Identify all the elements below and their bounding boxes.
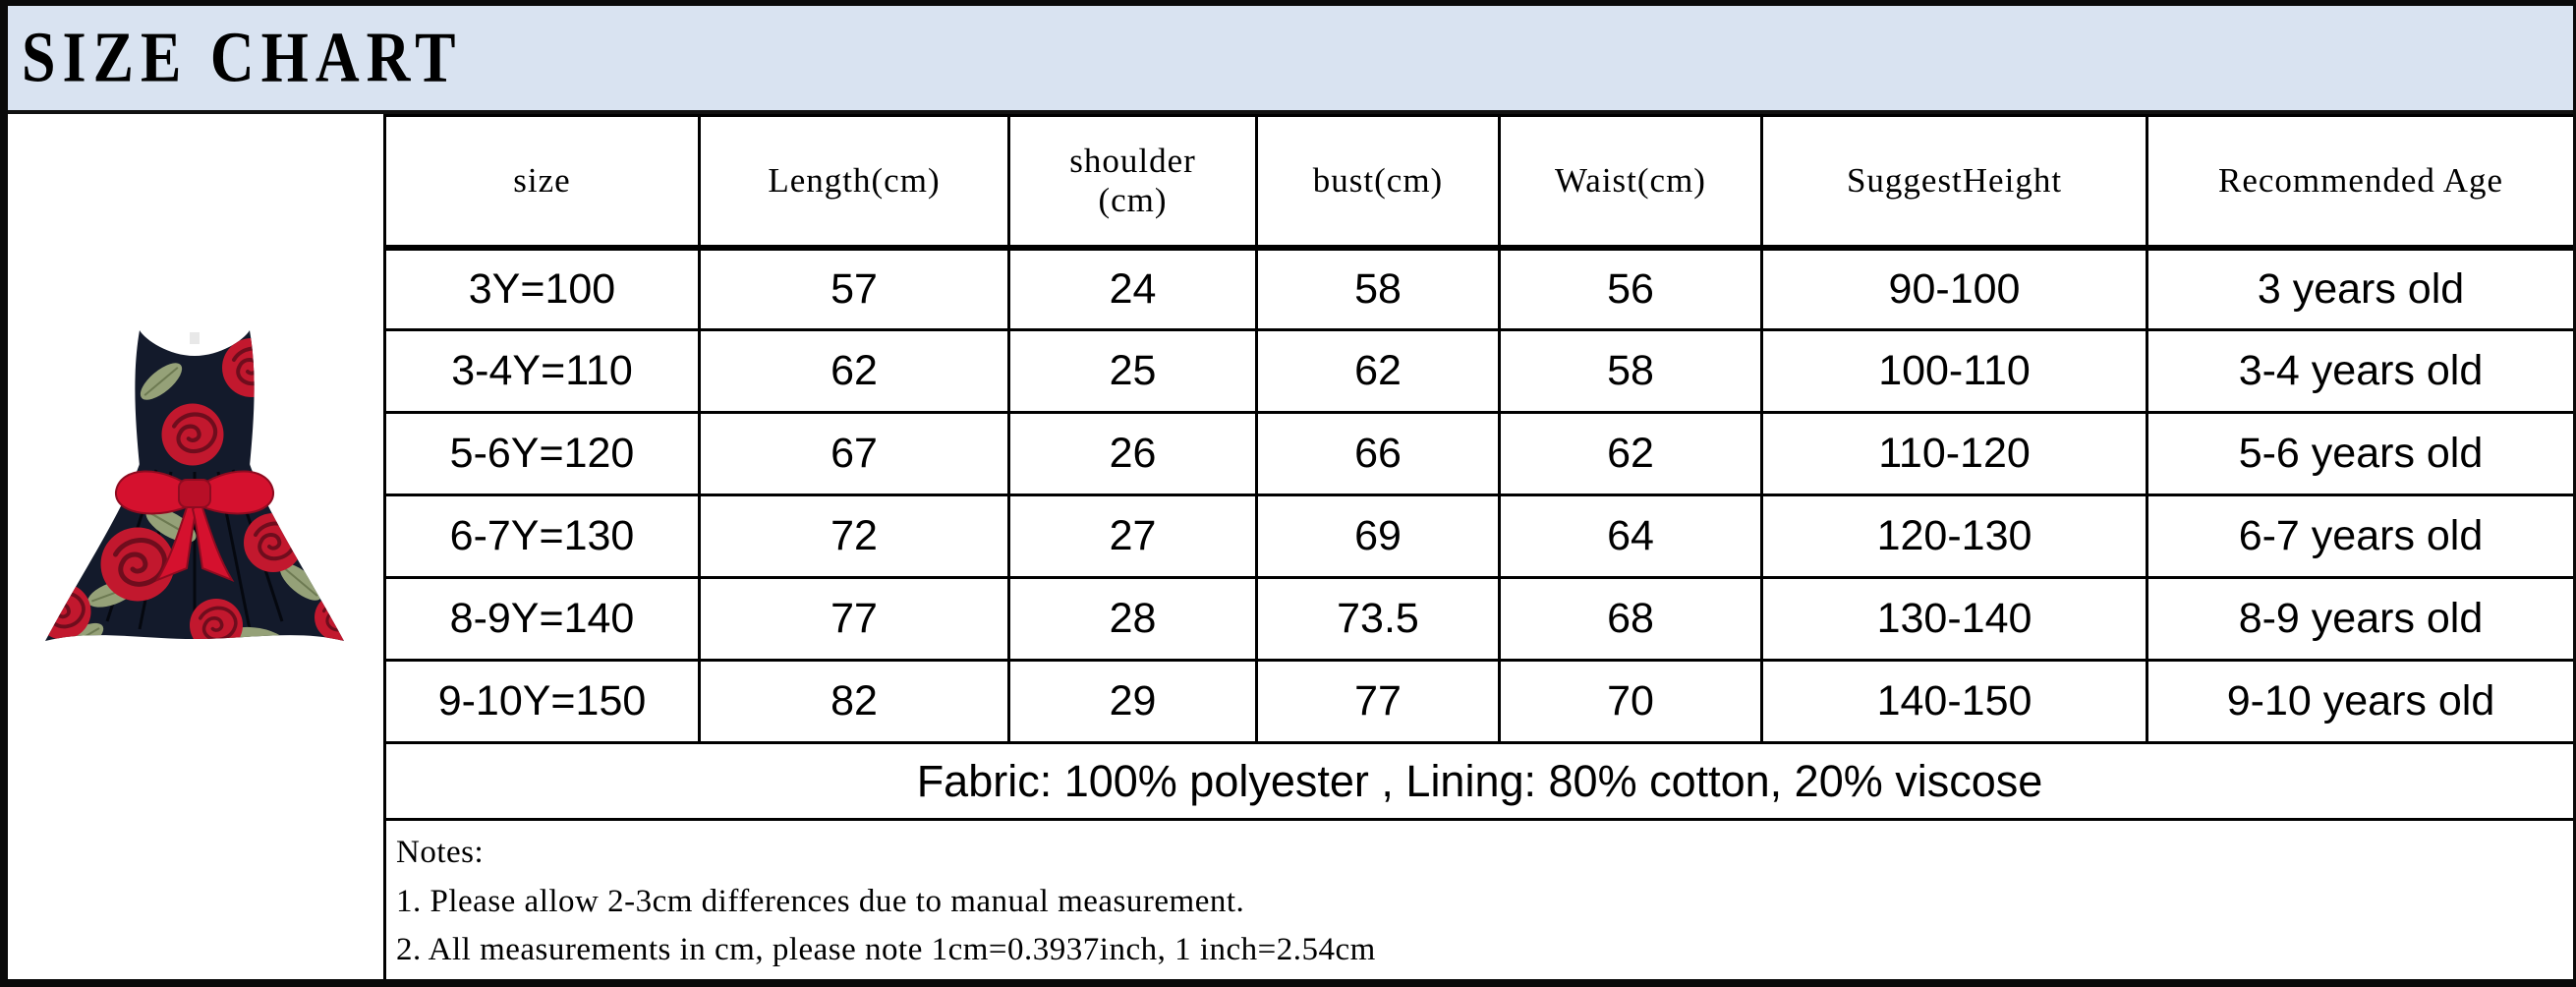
- cell-waist: 68: [1498, 576, 1763, 662]
- cell-recommended-age: 6-7 years old: [2146, 494, 2573, 579]
- table-row: 3-4Y=110 62 25 62 58 100-110 3-4 years o…: [383, 328, 2573, 414]
- col-header-waist: Waist(cm): [1498, 114, 1763, 251]
- fabric-note: Fabric: 100% polyester , Lining: 80% cot…: [383, 741, 2573, 821]
- cell-bust: 77: [1255, 659, 1501, 744]
- page-title: SIZE CHART: [22, 18, 463, 97]
- col-header-size: size: [383, 114, 701, 251]
- col-header-recommended-age: Recommended Age: [2146, 114, 2573, 251]
- cell-shoulder: 27: [1007, 494, 1258, 579]
- cell-recommended-age: 3 years old: [2146, 246, 2573, 331]
- cell-length: 72: [698, 494, 1010, 579]
- cell-shoulder: 28: [1007, 576, 1258, 662]
- cell-size: 3Y=100: [383, 246, 701, 331]
- cell-length: 77: [698, 576, 1010, 662]
- col-header-length: Length(cm): [698, 114, 1010, 251]
- cell-bust: 73.5: [1255, 576, 1501, 662]
- notes-cell: Notes: 1. Please allow 2-3cm differences…: [383, 818, 2573, 979]
- col-header-suggest-height: SuggestHeight: [1760, 114, 2148, 251]
- dress-bow-graphic: [114, 470, 275, 583]
- cell-suggest-height: 90-100: [1760, 246, 2148, 331]
- notes-row: Notes: 1. Please allow 2-3cm differences…: [383, 818, 2573, 979]
- cell-waist: 64: [1498, 494, 1763, 579]
- cell-suggest-height: 130-140: [1760, 576, 2148, 662]
- cell-size: 9-10Y=150: [383, 659, 701, 744]
- cell-size: 3-4Y=110: [383, 328, 701, 414]
- title-band: SIZE CHART: [8, 6, 2573, 114]
- cell-length: 62: [698, 328, 1010, 414]
- cell-recommended-age: 5-6 years old: [2146, 411, 2573, 496]
- note-line-1: 1. Please allow 2-3cm differences due to…: [396, 883, 1245, 919]
- table-row: 5-6Y=120 67 26 66 62 110-120 5-6 years o…: [383, 411, 2573, 496]
- cell-length: 82: [698, 659, 1010, 744]
- table-row: 6-7Y=130 72 27 69 64 120-130 6-7 years o…: [383, 494, 2573, 579]
- product-dress-image: [45, 330, 344, 641]
- cell-shoulder: 29: [1007, 659, 1258, 744]
- note-line-2: 2. All measurements in cm, please note 1…: [396, 932, 1376, 967]
- cell-bust: 62: [1255, 328, 1501, 414]
- cell-size: 8-9Y=140: [383, 576, 701, 662]
- cell-size: 6-7Y=130: [383, 494, 701, 579]
- table-row: 9-10Y=150 82 29 77 70 140-150 9-10 years…: [383, 659, 2573, 744]
- cell-recommended-age: 9-10 years old: [2146, 659, 2573, 744]
- cell-suggest-height: 100-110: [1760, 328, 2148, 414]
- notes-title: Notes:: [396, 835, 485, 870]
- table-header-row: size Length(cm) shoulder (cm) bust(cm) W…: [383, 114, 2573, 251]
- fabric-row: Fabric: 100% polyester , Lining: 80% cot…: [383, 741, 2573, 821]
- size-chart-table: size Length(cm) shoulder (cm) bust(cm) W…: [383, 114, 2573, 979]
- cell-recommended-age: 3-4 years old: [2146, 328, 2573, 414]
- content-area: size Length(cm) shoulder (cm) bust(cm) W…: [8, 114, 2573, 979]
- cell-waist: 62: [1498, 411, 1763, 496]
- cell-bust: 66: [1255, 411, 1501, 496]
- table-row: 3Y=100 57 24 58 56 90-100 3 years old: [383, 246, 2573, 331]
- cell-suggest-height: 120-130: [1760, 494, 2148, 579]
- cell-bust: 69: [1255, 494, 1501, 579]
- cell-size: 5-6Y=120: [383, 411, 701, 496]
- cell-shoulder: 24: [1007, 246, 1258, 331]
- cell-waist: 56: [1498, 246, 1763, 331]
- product-image-panel: [8, 114, 383, 975]
- cell-shoulder: 25: [1007, 328, 1258, 414]
- table-row: 8-9Y=140 77 28 73.5 68 130-140 8-9 years…: [383, 576, 2573, 662]
- cell-suggest-height: 140-150: [1760, 659, 2148, 744]
- cell-length: 57: [698, 246, 1010, 331]
- cell-recommended-age: 8-9 years old: [2146, 576, 2573, 662]
- cell-waist: 58: [1498, 328, 1763, 414]
- cell-bust: 58: [1255, 246, 1501, 331]
- cell-suggest-height: 110-120: [1760, 411, 2148, 496]
- col-header-shoulder: shoulder (cm): [1007, 114, 1258, 251]
- cell-length: 67: [698, 411, 1010, 496]
- cell-waist: 70: [1498, 659, 1763, 744]
- cell-shoulder: 26: [1007, 411, 1258, 496]
- col-header-bust: bust(cm): [1255, 114, 1501, 251]
